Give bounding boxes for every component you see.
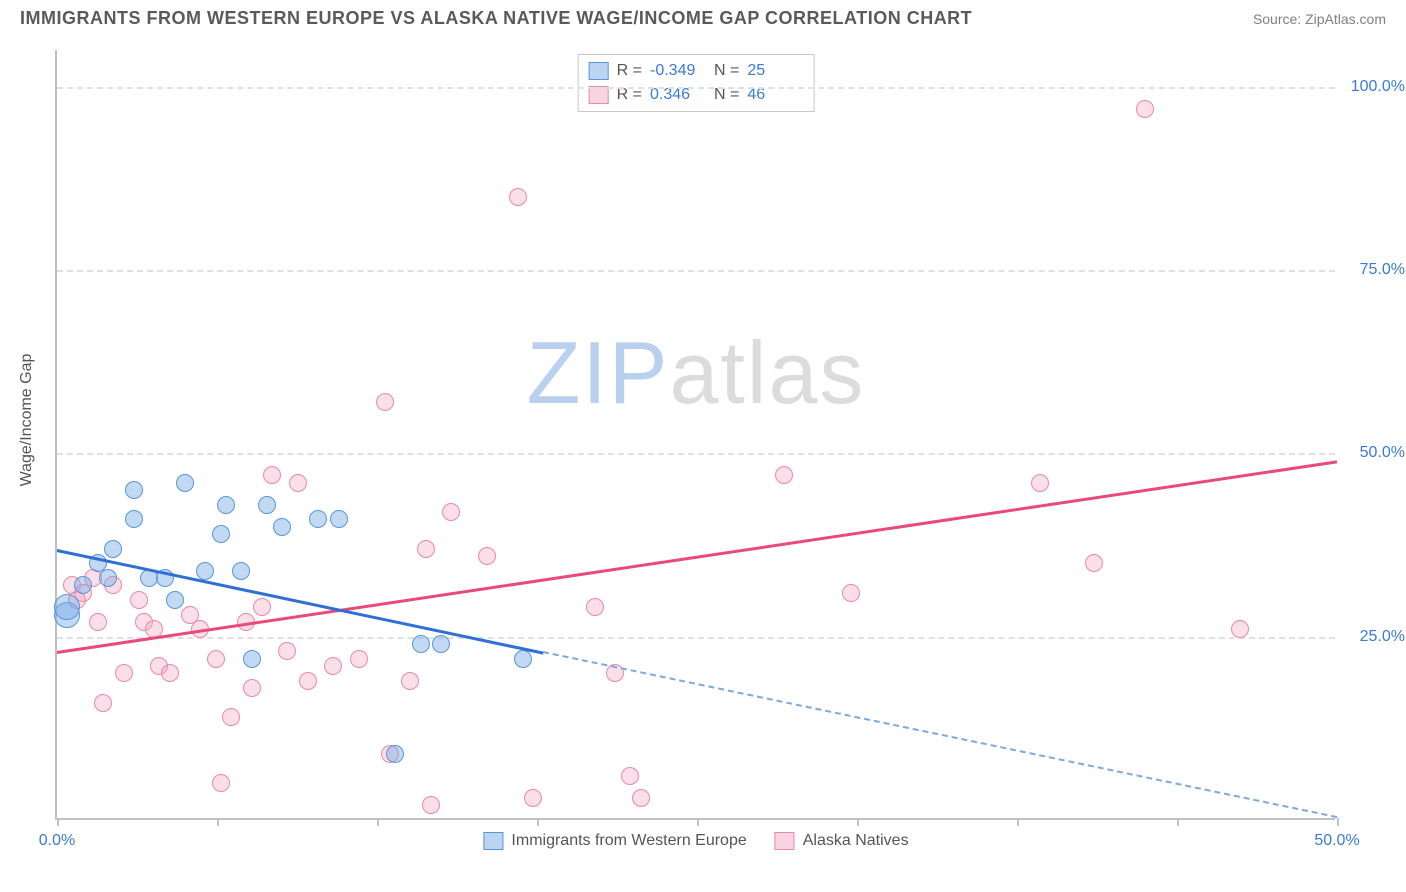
data-point-pink [842, 584, 860, 602]
watermark-zip: ZIP [527, 323, 670, 422]
trend-line-pink [57, 461, 1337, 655]
x-tick [697, 818, 699, 826]
data-point-pink [509, 188, 527, 206]
watermark-atlas: atlas [670, 323, 866, 422]
data-point-blue [273, 518, 291, 536]
data-point-blue [232, 562, 250, 580]
y-tick-label: 25.0% [1345, 628, 1405, 646]
chart-title: IMMIGRANTS FROM WESTERN EUROPE VS ALASKA… [20, 8, 972, 29]
x-tick [857, 818, 859, 826]
data-point-pink [243, 679, 261, 697]
legend-swatch-pink [775, 832, 795, 850]
data-point-pink [89, 613, 107, 631]
stats-legend-box: R = -0.349 N = 25 R = 0.346 N = 46 [578, 54, 815, 112]
data-point-pink [253, 598, 271, 616]
y-axis-label: Wage/Income Gap [18, 354, 36, 487]
data-point-pink [376, 393, 394, 411]
data-point-pink [586, 598, 604, 616]
data-point-pink [442, 503, 460, 521]
r-label-1: R = [617, 59, 642, 83]
data-point-pink [278, 642, 296, 660]
x-tick [57, 818, 59, 826]
data-point-blue [243, 650, 261, 668]
swatch-pink [589, 86, 609, 104]
data-point-pink [1031, 474, 1049, 492]
data-point-blue [54, 594, 80, 620]
data-point-blue [99, 569, 117, 587]
bottom-legend: Immigrants from Western Europe Alaska Na… [483, 832, 908, 850]
trend-line-blue-dashed [543, 651, 1337, 818]
x-tick [217, 818, 219, 826]
data-point-pink [1231, 620, 1249, 638]
data-point-blue [217, 496, 235, 514]
data-point-pink [207, 650, 225, 668]
data-point-blue [432, 635, 450, 653]
x-tick [1177, 818, 1179, 826]
data-point-pink [350, 650, 368, 668]
data-point-pink [775, 466, 793, 484]
gridline [57, 637, 1335, 639]
data-point-pink [94, 694, 112, 712]
swatch-blue [589, 62, 609, 80]
data-point-pink [422, 796, 440, 814]
x-tick-label: 0.0% [39, 832, 75, 850]
chart-plot-area: ZIPatlas R = -0.349 N = 25 R = 0.346 N =… [55, 50, 1335, 820]
data-point-pink [1085, 554, 1103, 572]
data-point-pink [222, 708, 240, 726]
y-tick-label: 100.0% [1345, 78, 1405, 96]
data-point-pink [263, 466, 281, 484]
r-value-1: -0.349 [650, 59, 706, 83]
gridline [57, 87, 1335, 89]
n-value-1: 25 [747, 59, 803, 83]
gridline [57, 453, 1335, 455]
x-tick [377, 818, 379, 826]
legend-swatch-blue [483, 832, 503, 850]
legend-label-pink: Alaska Natives [803, 832, 909, 850]
data-point-pink [212, 774, 230, 792]
stats-row-blue: R = -0.349 N = 25 [589, 59, 804, 83]
data-point-blue [104, 540, 122, 558]
legend-item-blue: Immigrants from Western Europe [483, 832, 746, 850]
data-point-blue [412, 635, 430, 653]
data-point-blue [166, 591, 184, 609]
data-point-pink [401, 672, 419, 690]
data-point-pink [289, 474, 307, 492]
data-point-pink [299, 672, 317, 690]
x-tick-label: 50.0% [1314, 832, 1359, 850]
data-point-pink [115, 664, 133, 682]
legend-label-blue: Immigrants from Western Europe [511, 832, 746, 850]
data-point-pink [621, 767, 639, 785]
x-tick [1017, 818, 1019, 826]
data-point-pink [417, 540, 435, 558]
data-point-pink [130, 591, 148, 609]
data-point-blue [212, 525, 230, 543]
data-point-pink [478, 547, 496, 565]
gridline [57, 270, 1335, 272]
data-point-pink [324, 657, 342, 675]
data-point-blue [125, 510, 143, 528]
data-point-pink [1136, 100, 1154, 118]
data-point-blue [176, 474, 194, 492]
data-point-blue [196, 562, 214, 580]
y-tick-label: 75.0% [1345, 261, 1405, 279]
data-point-blue [386, 745, 404, 763]
data-point-blue [514, 650, 532, 668]
data-point-pink [632, 789, 650, 807]
watermark: ZIPatlas [527, 322, 866, 424]
data-point-blue [309, 510, 327, 528]
data-point-blue [74, 576, 92, 594]
x-tick [537, 818, 539, 826]
data-point-pink [161, 664, 179, 682]
data-point-pink [524, 789, 542, 807]
data-point-blue [258, 496, 276, 514]
n-label-1: N = [714, 59, 739, 83]
data-point-blue [125, 481, 143, 499]
source-label: Source: ZipAtlas.com [1253, 11, 1386, 27]
x-tick [1337, 818, 1339, 826]
data-point-blue [330, 510, 348, 528]
y-tick-label: 50.0% [1345, 444, 1405, 462]
legend-item-pink: Alaska Natives [775, 832, 909, 850]
